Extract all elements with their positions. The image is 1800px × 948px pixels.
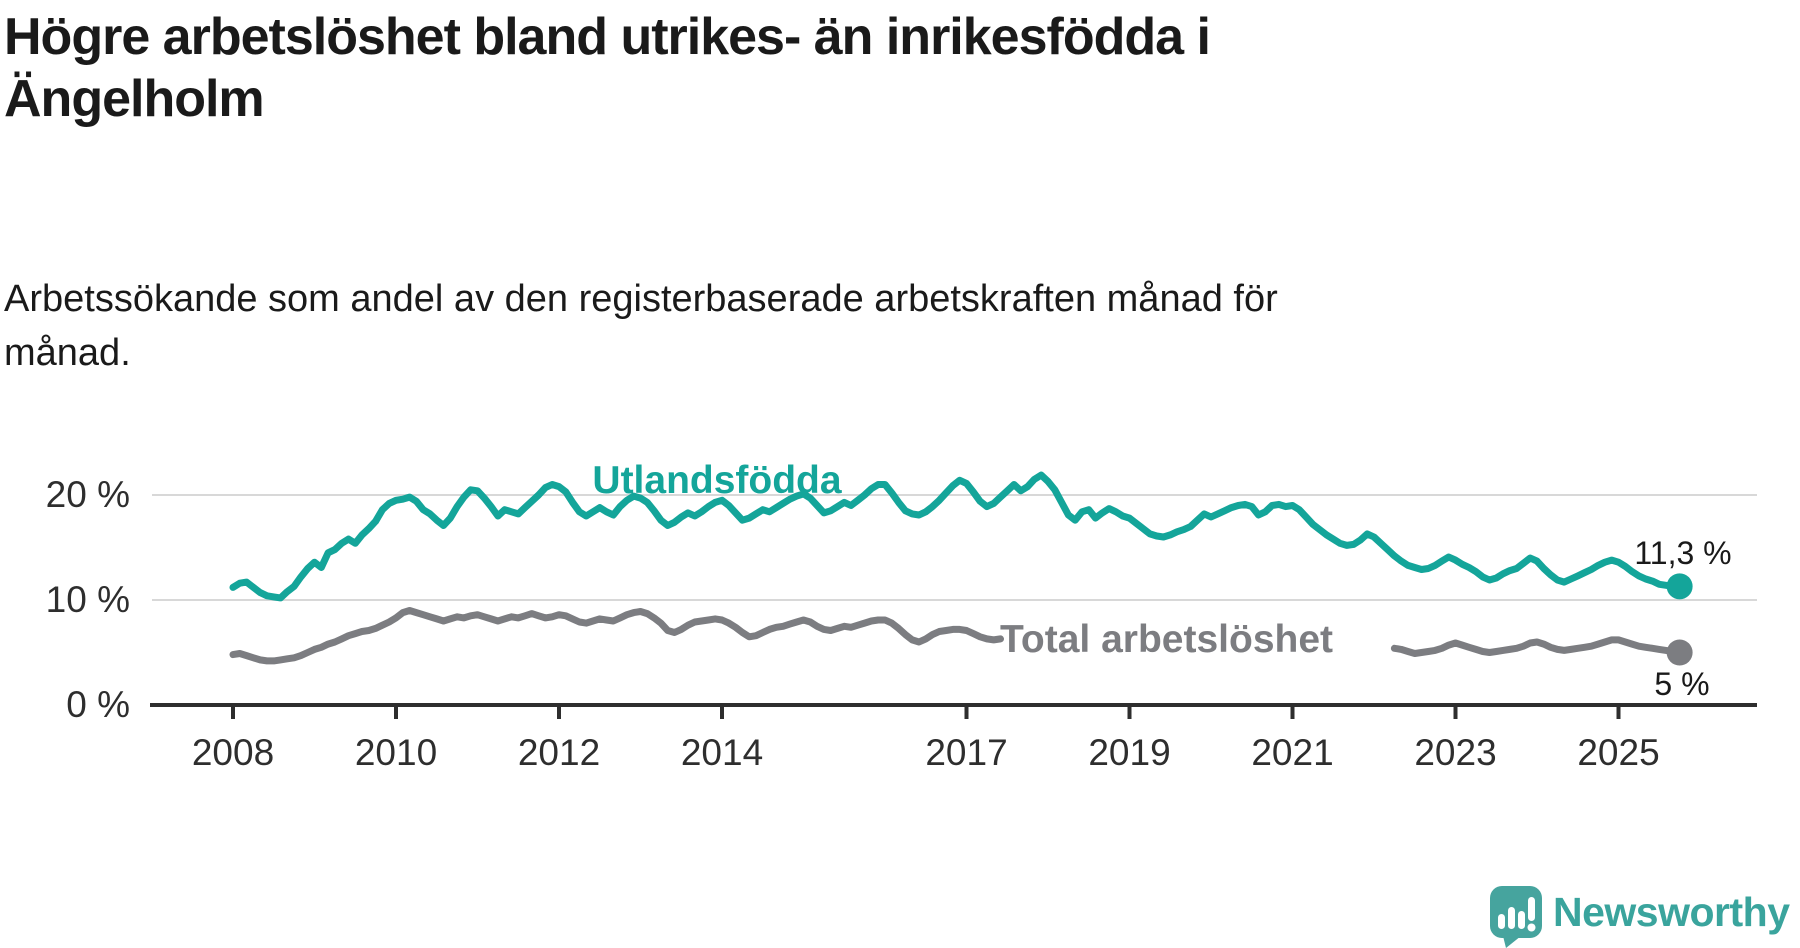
y-tick-label: 10 % (46, 579, 130, 620)
title-line-2: Ängelholm (4, 70, 265, 128)
x-tick-label: 2025 (1577, 732, 1659, 773)
newsworthy-branding: Newsworthy (1490, 886, 1790, 948)
x-tick-label: 2012 (518, 732, 600, 773)
subtitle-line-1: Arbetssökande som andel av den registerb… (4, 278, 1278, 320)
y-tick-label: 0 % (66, 684, 130, 725)
end-value-label-total-arbetsloshet: 5 % (1654, 666, 1709, 702)
x-tick-label: 2021 (1251, 732, 1333, 773)
x-axis-tick-labels: 2008 2010 2012 2014 2017 2019 2021 2023 2025 (192, 732, 1660, 773)
x-tick-label: 2017 (925, 732, 1007, 773)
y-axis-tick-labels: 0 % 10 % 20 % (46, 474, 130, 725)
title-line-1: Högre arbetslöshet bland utrikes- än inr… (4, 8, 1211, 66)
line-utlandsfodda (229, 471, 1684, 602)
x-tick-label: 2014 (681, 732, 763, 773)
series-label-total-arbetsloshet: Total arbetslöshet (1000, 618, 1333, 661)
end-value-label-utlandsfodda: 11,3 % (1634, 535, 1731, 571)
line-total-arbetsloshet-right-segment (1390, 636, 1684, 657)
end-dot-utlandsfodda (1666, 573, 1693, 600)
x-tick-label: 2023 (1414, 732, 1496, 773)
end-dot-total-arbetsloshet (1666, 639, 1693, 666)
x-axis-ticks (231, 705, 1621, 719)
newsworthy-logo-text: Newsworthy (1553, 889, 1790, 935)
y-tick-label: 20 % (46, 474, 130, 515)
x-tick-label: 2008 (192, 732, 274, 773)
page-title: Högre arbetslöshet bland utrikes- än inr… (4, 6, 1764, 130)
x-tick-label: 2019 (1088, 732, 1170, 773)
chart-subtitle: Arbetssökande som andel av den registerb… (4, 272, 1764, 380)
subtitle-line-2: månad. (4, 332, 131, 374)
x-tick-label: 2010 (355, 732, 437, 773)
series-label-utlandsfodda: Utlandsfödda (592, 459, 841, 502)
line-total-arbetsloshet-left-segment (229, 607, 1004, 665)
newsworthy-logo-icon (1490, 886, 1542, 948)
